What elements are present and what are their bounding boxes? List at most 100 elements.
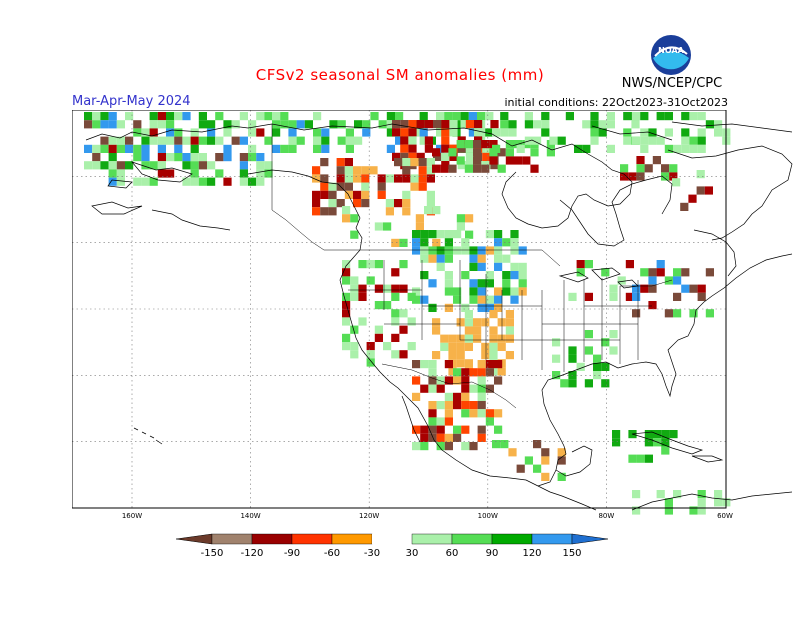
anomaly-cell <box>494 295 503 304</box>
anomaly-cell <box>149 128 158 137</box>
anomaly-cell <box>108 169 117 178</box>
anomaly-cell <box>436 230 445 239</box>
anomaly-cell <box>697 112 706 121</box>
anomaly-cell <box>394 158 403 167</box>
anomaly-cell <box>92 144 101 153</box>
colorbar-arrow-high <box>571 533 609 545</box>
anomaly-cell <box>469 287 478 296</box>
anomaly-cell <box>648 284 657 293</box>
anomaly-cell <box>400 128 409 137</box>
anomaly-cell <box>482 152 491 161</box>
anomaly-cell <box>444 442 453 451</box>
anomaly-cell <box>505 140 514 149</box>
soil-moisture-map: 70N60N50N40N30N20N10N160W140W120W100W80W… <box>72 110 793 520</box>
anomaly-cell <box>508 120 517 129</box>
anomaly-cell <box>477 360 486 369</box>
anomaly-cell <box>223 177 232 186</box>
anomaly-cell <box>448 164 457 173</box>
anomaly-cell <box>485 368 494 377</box>
anomaly-cell <box>689 506 698 515</box>
anomaly-cell <box>342 292 351 301</box>
anomaly-cell <box>182 177 191 186</box>
anomaly-cell <box>518 262 527 271</box>
anomaly-cell <box>648 268 657 277</box>
anomaly-cell <box>182 153 191 162</box>
colorbar-swatch <box>491 533 533 545</box>
anomaly-cell <box>402 190 411 199</box>
anomaly-cell <box>494 409 503 418</box>
anomaly-cell <box>344 158 353 167</box>
anomaly-cell <box>494 287 503 296</box>
initial-conditions: initial conditions: 22Oct2023-31Oct2023 <box>504 96 728 109</box>
anomaly-cell <box>418 182 427 191</box>
colorbar-swatch <box>211 533 253 545</box>
anomaly-cell <box>516 144 525 153</box>
anomaly-cell <box>321 128 330 137</box>
anomaly-cell <box>474 128 483 137</box>
anomaly-cell <box>239 161 248 170</box>
anomaly-cell <box>342 301 351 310</box>
anomaly-cell <box>239 169 248 178</box>
anomaly-cell <box>391 333 400 342</box>
anomaly-cell <box>108 153 117 162</box>
anomaly-cell <box>428 230 437 239</box>
anomaly-cell <box>223 153 232 162</box>
agency-label: NWS/NCEP/CPC <box>621 76 723 91</box>
anomaly-cell <box>420 442 429 451</box>
anomaly-cell <box>354 120 363 129</box>
noaa-logo: NOAA <box>651 35 691 75</box>
anomaly-cell <box>328 182 337 191</box>
anomaly-cell <box>358 317 367 326</box>
anomaly-cell <box>473 318 482 327</box>
anomaly-cell <box>418 174 427 183</box>
anomaly-cell <box>705 309 714 318</box>
anomaly-cell <box>477 303 486 312</box>
anomaly-cell <box>337 120 346 129</box>
anomaly-cell <box>644 454 653 463</box>
anomaly-cell <box>444 360 453 369</box>
anomaly-cell <box>383 222 392 231</box>
anomaly-cell <box>399 309 408 318</box>
anomaly-cell <box>464 318 473 327</box>
anomaly-cell <box>248 153 257 162</box>
anomaly-cell <box>100 144 109 153</box>
anomaly-cell <box>623 136 632 145</box>
anomaly-cell <box>328 199 337 208</box>
anomaly-cell <box>366 350 375 359</box>
anomaly-cell <box>473 148 482 157</box>
anomaly-cell <box>518 279 527 288</box>
anomaly-cell <box>392 128 401 137</box>
anomaly-cell <box>433 152 442 161</box>
anomaly-cell <box>485 303 494 312</box>
anomaly-cell <box>428 303 437 312</box>
anomaly-cell <box>533 136 542 145</box>
anomaly-cell <box>374 325 383 334</box>
anomaly-cell <box>174 136 183 145</box>
anomaly-cell <box>505 310 514 319</box>
anomaly-cell <box>444 303 453 312</box>
anomaly-cell <box>465 144 474 153</box>
anomaly-cell <box>505 318 514 327</box>
anomaly-cell <box>632 292 641 301</box>
anomaly-cell <box>312 190 321 199</box>
anomaly-cell <box>190 177 199 186</box>
anomaly-cell <box>541 112 550 121</box>
anomaly-cell <box>100 112 109 121</box>
anomaly-cell <box>344 166 353 175</box>
colorbar-arrow-low <box>175 533 213 545</box>
anomaly-cell <box>461 246 470 255</box>
anomaly-cell <box>477 368 486 377</box>
anomaly-cell <box>426 199 435 208</box>
anomaly-cell <box>497 148 506 157</box>
anomaly-cell <box>461 376 470 385</box>
anomaly-cell <box>336 166 345 175</box>
anomaly-cell <box>485 271 494 280</box>
anomaly-cell <box>385 199 394 208</box>
anomaly-cell <box>505 156 514 165</box>
anomaly-cell <box>494 262 503 271</box>
anomaly-cell <box>190 153 199 162</box>
anomaly-cell <box>560 379 569 388</box>
anomaly-cell <box>428 368 437 377</box>
anomaly-cell <box>410 182 419 191</box>
anomaly-cell <box>584 260 593 269</box>
